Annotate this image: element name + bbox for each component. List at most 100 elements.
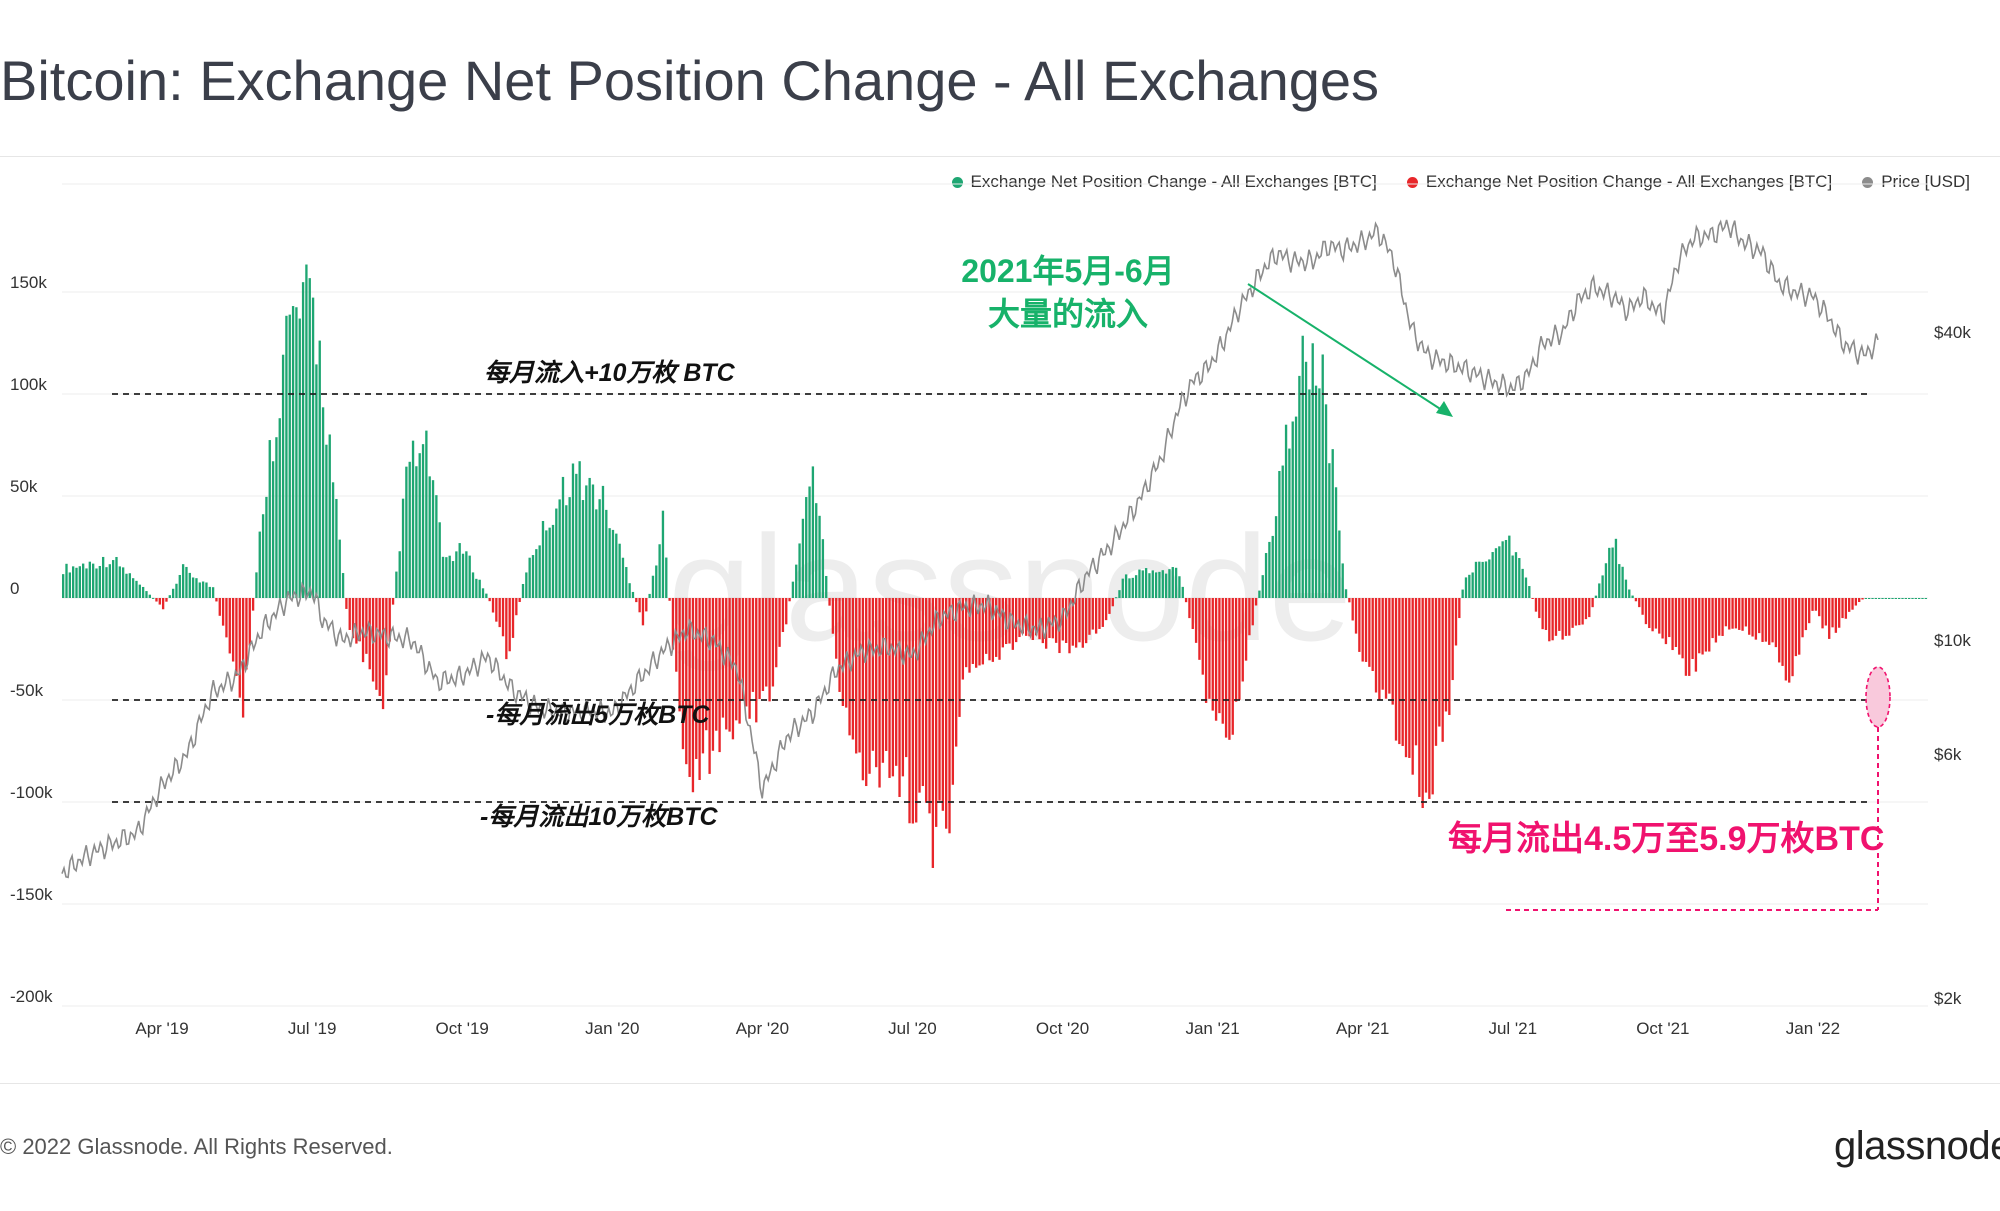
bar bbox=[1164, 573, 1168, 598]
bar bbox=[381, 598, 385, 710]
bar bbox=[991, 598, 995, 662]
bar bbox=[871, 598, 875, 751]
bar bbox=[1358, 598, 1361, 652]
reference-lines bbox=[112, 393, 1872, 803]
bar bbox=[861, 598, 865, 781]
bar bbox=[728, 598, 731, 732]
bar bbox=[121, 567, 125, 598]
legend-item-price[interactable]: Price [USD] bbox=[1862, 172, 1970, 192]
bar bbox=[475, 578, 478, 598]
bar bbox=[1244, 598, 1248, 661]
legend-item-outflow[interactable]: Exchange Net Position Change - All Excha… bbox=[1406, 172, 1833, 192]
bar bbox=[351, 598, 355, 639]
bar bbox=[1571, 598, 1574, 628]
bar bbox=[228, 598, 231, 654]
bar bbox=[1291, 421, 1294, 598]
bar bbox=[1798, 598, 1801, 655]
bar bbox=[515, 598, 518, 616]
bar bbox=[1694, 598, 1698, 672]
bar bbox=[1081, 598, 1084, 648]
bar bbox=[561, 476, 565, 598]
bar bbox=[888, 598, 891, 778]
bar bbox=[1868, 598, 1871, 599]
bar bbox=[1174, 567, 1178, 598]
legend-item-inflow[interactable]: Exchange Net Position Change - All Excha… bbox=[951, 172, 1377, 192]
bar bbox=[251, 598, 255, 611]
bar bbox=[278, 418, 281, 598]
bar bbox=[201, 581, 205, 598]
bar bbox=[1428, 598, 1431, 799]
bar bbox=[318, 340, 321, 598]
bar bbox=[1274, 516, 1278, 598]
bar bbox=[1108, 598, 1111, 614]
bar bbox=[1188, 598, 1191, 619]
bar bbox=[1501, 541, 1504, 598]
bar bbox=[115, 556, 118, 598]
bar bbox=[1184, 598, 1188, 603]
price-series bbox=[61, 219, 1879, 879]
legend-label: Exchange Net Position Change - All Excha… bbox=[970, 172, 1377, 191]
bar bbox=[1168, 569, 1171, 598]
bar bbox=[1128, 578, 1131, 598]
bar bbox=[985, 598, 988, 654]
bar bbox=[1344, 589, 1348, 598]
bar bbox=[1378, 598, 1381, 701]
bar bbox=[1821, 598, 1824, 629]
bar bbox=[691, 598, 695, 793]
bar bbox=[508, 598, 511, 652]
bar bbox=[1288, 448, 1291, 598]
bar bbox=[125, 573, 128, 598]
bar bbox=[1851, 598, 1854, 610]
right-tick-label: $10k bbox=[1934, 631, 1971, 650]
bar bbox=[988, 598, 991, 661]
bar bbox=[398, 551, 401, 598]
bar bbox=[815, 503, 818, 598]
bar bbox=[998, 598, 1001, 660]
bar bbox=[1598, 583, 1601, 598]
bar bbox=[1921, 598, 1924, 599]
bar bbox=[1901, 598, 1904, 599]
bar bbox=[931, 598, 935, 868]
bar bbox=[1721, 598, 1724, 636]
bar bbox=[688, 598, 691, 777]
bar bbox=[1641, 598, 1644, 615]
bar bbox=[1261, 575, 1264, 598]
bar bbox=[1648, 598, 1651, 629]
bar bbox=[198, 582, 201, 598]
bar bbox=[485, 593, 488, 598]
bar bbox=[308, 278, 311, 598]
bar bbox=[1271, 535, 1274, 598]
bar bbox=[1904, 598, 1908, 599]
bar bbox=[85, 568, 88, 598]
bar bbox=[501, 598, 505, 637]
bar bbox=[558, 499, 561, 598]
bar bbox=[1638, 598, 1641, 608]
bar bbox=[1398, 598, 1401, 745]
bar bbox=[825, 575, 828, 598]
top-divider bbox=[0, 156, 2000, 157]
bar bbox=[1434, 598, 1438, 746]
bar bbox=[911, 598, 915, 824]
bar bbox=[778, 598, 781, 647]
bar bbox=[1464, 577, 1468, 598]
bar bbox=[378, 598, 381, 696]
bar bbox=[1521, 568, 1524, 598]
bar bbox=[1454, 598, 1458, 646]
bar bbox=[1781, 598, 1784, 666]
bar bbox=[625, 567, 628, 598]
bar bbox=[1444, 598, 1448, 712]
bar bbox=[1554, 598, 1558, 636]
legend-label: Exchange Net Position Change - All Excha… bbox=[1425, 172, 1833, 191]
left-axis: 150k 100k 50k 0 -50k -100k -150k -200k bbox=[10, 273, 53, 1006]
bar bbox=[215, 598, 218, 602]
bar bbox=[428, 476, 431, 598]
bar bbox=[168, 595, 171, 598]
bar bbox=[718, 598, 721, 753]
bar bbox=[895, 598, 898, 766]
bar bbox=[111, 560, 115, 598]
bar bbox=[581, 500, 585, 598]
bar bbox=[315, 364, 318, 598]
glassnode-logo[interactable]: glassnode bbox=[1834, 1124, 2000, 1168]
bar bbox=[1281, 465, 1284, 598]
x-tick-label: Apr '19 bbox=[135, 1019, 188, 1038]
